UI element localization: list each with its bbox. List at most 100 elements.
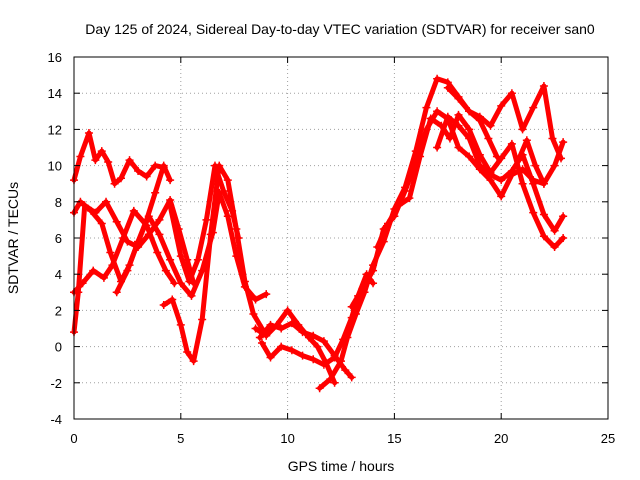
data-point-marker — [166, 176, 175, 185]
data-point-marker — [369, 279, 378, 288]
data-point-marker — [315, 384, 324, 393]
data-point-marker — [210, 161, 219, 170]
data-point-marker — [123, 266, 132, 275]
series-track-1 — [70, 129, 168, 188]
data-point-marker — [183, 348, 192, 357]
data-point-marker — [465, 125, 474, 134]
data-point-marker — [443, 83, 452, 92]
data-point-marker — [529, 103, 538, 112]
data-point-marker — [319, 360, 328, 369]
data-point-marker — [454, 143, 463, 152]
data-point-marker — [198, 315, 207, 324]
y-tick-label: 10 — [48, 159, 62, 174]
data-point-marker — [550, 226, 559, 235]
data-point-marker — [134, 167, 143, 176]
data-point-marker — [486, 121, 495, 130]
data-point-marker — [76, 152, 85, 161]
y-axis-label: SDTVAR / TECUs — [5, 182, 21, 294]
data-point-marker — [394, 201, 403, 210]
data-point-marker — [529, 179, 538, 188]
data-point-marker — [116, 174, 125, 183]
data-point-marker — [445, 134, 454, 143]
y-tick-label: 4 — [55, 267, 62, 282]
data-point-marker — [104, 157, 113, 166]
data-point-marker — [277, 342, 286, 351]
y-tick-label: 12 — [48, 122, 62, 137]
data-point-marker — [313, 342, 322, 351]
data-point-marker — [153, 248, 162, 257]
y-tick-label: -2 — [50, 376, 62, 391]
data-point-marker — [454, 110, 463, 119]
series-track-7 — [166, 161, 243, 286]
data-point-marker — [176, 320, 185, 329]
data-point-marker — [161, 266, 170, 275]
data-point-marker — [228, 206, 237, 215]
data-point-marker — [112, 288, 121, 297]
data-series — [70, 74, 568, 393]
data-point-marker — [369, 266, 378, 275]
data-point-marker — [484, 134, 493, 143]
data-point-marker — [129, 206, 138, 215]
data-point-marker — [249, 310, 258, 319]
data-point-marker — [240, 277, 249, 286]
data-point-marker — [277, 324, 286, 333]
data-point-marker — [539, 232, 548, 241]
data-point-marker — [144, 230, 153, 239]
series-trace — [317, 76, 500, 391]
data-point-marker — [155, 215, 164, 224]
data-point-marker — [416, 152, 425, 161]
x-tick-label: 10 — [280, 431, 294, 446]
data-point-marker — [309, 331, 318, 340]
data-point-marker — [347, 302, 356, 311]
data-point-marker — [539, 179, 548, 188]
data-point-marker — [142, 172, 151, 181]
data-point-marker — [309, 355, 318, 364]
data-point-marker — [422, 103, 431, 112]
series-trace — [515, 137, 566, 187]
data-point-marker — [507, 89, 516, 98]
data-point-marker — [497, 192, 506, 201]
data-point-marker — [112, 217, 121, 226]
data-point-marker — [539, 81, 548, 90]
data-point-marker — [465, 134, 474, 143]
data-point-marker — [522, 136, 531, 145]
data-point-marker — [559, 234, 568, 242]
data-point-marker — [155, 230, 164, 239]
data-point-marker — [497, 176, 506, 185]
y-tick-label: 14 — [48, 86, 62, 101]
data-point-marker — [433, 107, 442, 116]
series-track-4 — [70, 195, 198, 337]
data-point-marker — [550, 161, 559, 170]
data-point-marker — [159, 300, 168, 309]
data-point-marker — [223, 176, 232, 185]
data-point-marker — [559, 212, 568, 221]
data-point-marker — [433, 74, 442, 83]
data-point-marker — [134, 237, 143, 246]
data-point-marker — [108, 261, 117, 270]
data-point-marker — [262, 290, 271, 299]
x-axis-label: GPS time / hours — [288, 458, 395, 474]
data-point-marker — [80, 201, 89, 210]
data-point-marker — [99, 273, 108, 282]
data-point-marker — [518, 179, 527, 188]
data-point-marker — [255, 333, 264, 342]
data-point-marker — [97, 219, 106, 228]
data-point-marker — [433, 143, 442, 152]
data-point-marker — [187, 291, 196, 300]
data-point-marker — [159, 161, 168, 170]
data-point-marker — [166, 255, 175, 264]
x-axis-ticks: 0 5 10 15 20 25 — [70, 57, 615, 446]
data-point-marker — [337, 357, 345, 366]
data-point-marker — [358, 284, 367, 293]
data-point-marker — [383, 219, 392, 228]
data-point-marker — [465, 107, 474, 116]
x-tick-label: 5 — [177, 431, 184, 446]
data-point-marker — [326, 375, 335, 384]
data-point-marker — [298, 328, 307, 337]
data-point-marker — [97, 147, 106, 156]
data-point-marker — [531, 161, 540, 170]
data-point-marker — [351, 310, 360, 319]
data-point-marker — [298, 351, 307, 360]
x-tick-label: 20 — [494, 431, 508, 446]
data-point-marker — [497, 101, 506, 110]
